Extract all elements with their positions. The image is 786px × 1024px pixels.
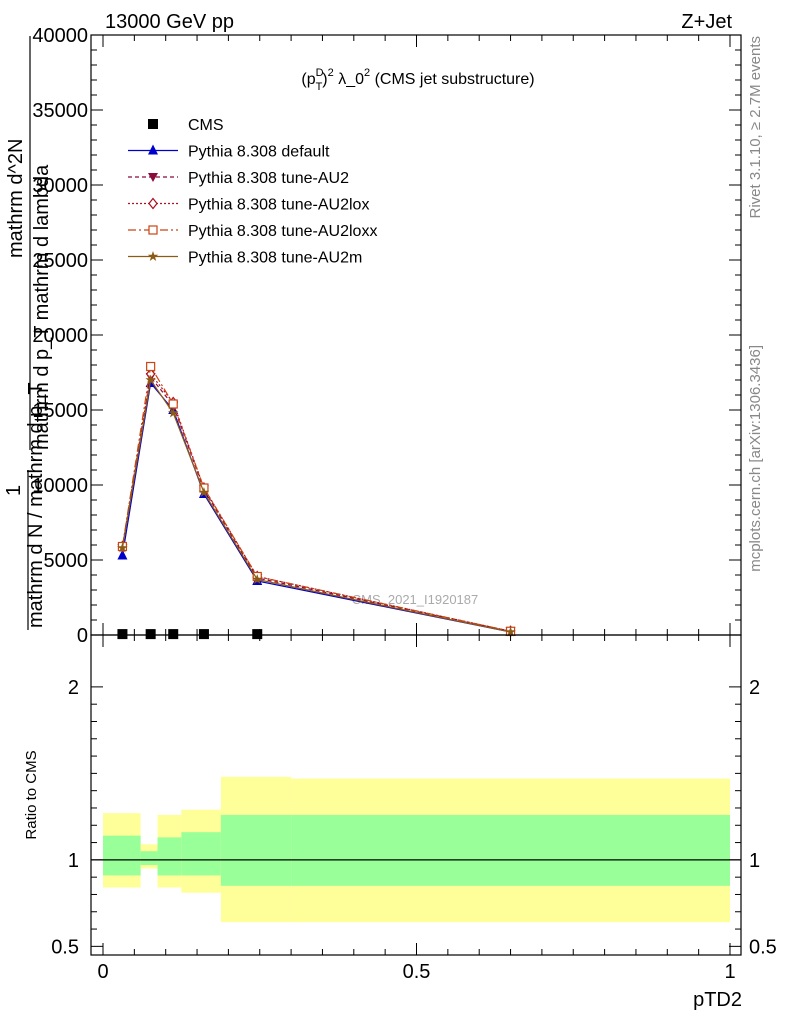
ratio-band-green xyxy=(181,832,221,876)
y-tick-label: 0 xyxy=(77,625,88,647)
data-point xyxy=(252,574,263,584)
ratio-y-tick-label-right: 0.5 xyxy=(749,936,777,958)
ylabel-line2: mathrm d p_T mathrm d lambda xyxy=(31,164,53,450)
ratio-y-tick-label-right: 1 xyxy=(749,850,760,872)
ratio-y-tick-label: 0.5 xyxy=(51,936,79,958)
series-line xyxy=(121,372,511,632)
data-point xyxy=(198,629,209,640)
y-tick-label: 10000 xyxy=(32,475,88,497)
data-point xyxy=(146,361,156,372)
x-axis-label: pTD2 xyxy=(693,989,742,1011)
analysis-watermark: CMS_2021_I1920187 xyxy=(352,592,479,607)
main-y-axis: 0 5000 10000 15000 20000 25000 30000 35000 40000 xyxy=(32,25,741,647)
legend-label: CMS xyxy=(188,117,224,134)
plot-title: (pD T)2 λ_02 (CMS jet substructure) xyxy=(301,67,534,93)
x-tick-label: 0 xyxy=(97,961,108,983)
ratio-y-tick-label-right: 2 xyxy=(749,677,760,699)
data-point xyxy=(167,407,179,418)
y-tick-label: 40000 xyxy=(32,25,88,47)
legend-item: Pythia 8.308 tune-AU2 xyxy=(128,170,349,187)
data-point xyxy=(148,144,158,155)
x-tick-label: 1 xyxy=(724,961,735,983)
series-0 xyxy=(117,629,263,640)
legend-label: Pythia 8.308 tune-AU2lox xyxy=(188,197,369,214)
data-point xyxy=(145,629,156,640)
data-point xyxy=(148,119,158,129)
ratio-band-green xyxy=(291,814,730,886)
ratio-band-green xyxy=(140,851,158,866)
data-point xyxy=(148,173,158,182)
ratio-y-axis: 0.5 0.5 1 1 2 2 xyxy=(51,677,777,958)
series-line xyxy=(121,364,511,632)
main-x-ticks xyxy=(102,35,731,635)
legend-label: Pythia 8.308 default xyxy=(188,144,330,161)
data-point xyxy=(145,374,156,385)
ratio-band-green xyxy=(103,835,141,876)
legend-item: Pythia 8.308 default xyxy=(128,144,330,161)
rivet-label: Rivet 3.1.10, ≥ 2.7M events xyxy=(747,36,764,219)
data-point xyxy=(252,629,263,640)
y-tick-label: 15000 xyxy=(32,400,88,422)
y-tick-label: 20000 xyxy=(32,325,88,347)
legend-item: Pythia 8.308 tune-AU2m xyxy=(128,250,362,267)
y-tick-label: 30000 xyxy=(32,175,88,197)
data-point xyxy=(505,626,516,637)
data-point xyxy=(148,225,158,235)
data-point xyxy=(148,197,158,210)
y-tick-label: 25000 xyxy=(32,250,88,272)
data-point xyxy=(117,542,128,553)
ylabel-line4: mathrm d N / mathrm d p_T xyxy=(25,382,47,628)
ratio-y-axis-label: Ratio to CMS xyxy=(23,750,40,839)
legend-label: Pythia 8.308 tune-AU2loxx xyxy=(188,223,377,240)
data-point xyxy=(168,629,179,640)
data-point xyxy=(117,549,128,560)
ratio-y-tick-label: 1 xyxy=(68,850,79,872)
ratio-band-green xyxy=(157,837,182,876)
process-label: Z+Jet xyxy=(681,11,732,33)
collision-energy-label: 13000 GeV pp xyxy=(105,11,234,33)
series-line xyxy=(121,378,511,633)
ratio-bands xyxy=(103,776,730,923)
series-5 xyxy=(117,374,516,637)
legend-label: Pythia 8.308 tune-AU2m xyxy=(188,250,362,267)
data-point xyxy=(168,399,178,409)
data-point xyxy=(198,487,210,497)
legend-item: Pythia 8.308 tune-AU2lox xyxy=(128,197,369,214)
main-y-axis-label: mathrm d^2N mathrm d p_T mathrm d lambda… xyxy=(3,36,53,630)
data-point xyxy=(147,251,159,261)
legend-item: Pythia 8.308 tune-AU2loxx xyxy=(128,223,377,240)
legend: CMS Pythia 8.308 default Pythia 8.308 tune… xyxy=(128,117,377,267)
ratio-y-tick-label: 2 xyxy=(68,677,79,699)
legend-item: CMS xyxy=(148,117,224,134)
y-tick-label: 35000 xyxy=(32,100,88,122)
ylabel-line1: mathrm d^2N xyxy=(5,139,27,258)
x-tick-label: 0.5 xyxy=(403,961,431,983)
ylabel-line3: 1 xyxy=(3,485,25,496)
mcplots-label: mcplots.cern.ch [arXiv:1306.3436] xyxy=(747,345,764,572)
data-point xyxy=(117,629,128,640)
ratio-x-axis: 0 0.5 1 xyxy=(97,635,736,983)
ratio-band-green xyxy=(220,814,292,886)
y-tick-label: 5000 xyxy=(44,550,89,572)
legend-label: Pythia 8.308 tune-AU2 xyxy=(188,170,349,187)
